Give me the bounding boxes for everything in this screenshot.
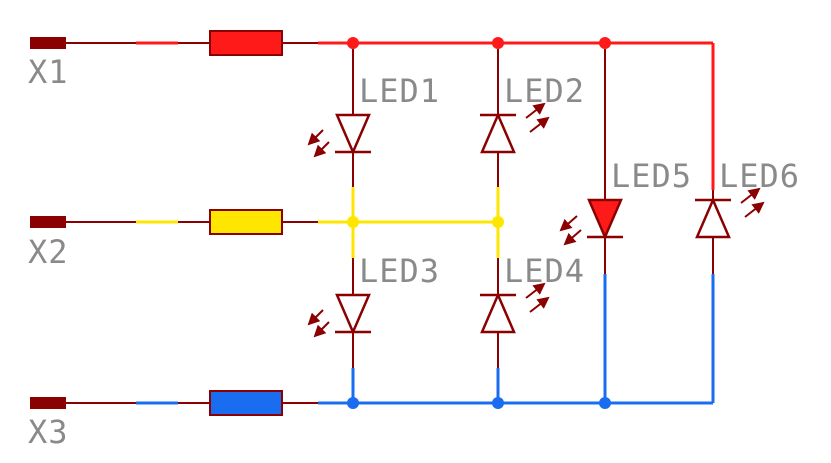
led-label-6: LED6 bbox=[719, 157, 800, 195]
led6[interactable] bbox=[695, 187, 765, 239]
led3-triangle bbox=[335, 293, 371, 336]
terminal-label-x3: X3 bbox=[28, 413, 69, 451]
resistor-x2[interactable] bbox=[209, 209, 283, 235]
junction-dot bbox=[347, 37, 359, 49]
led-label-2: LED2 bbox=[504, 72, 585, 110]
terminal-label-x1: X1 bbox=[28, 53, 69, 91]
led4[interactable] bbox=[480, 282, 550, 334]
junction-dot bbox=[347, 216, 359, 228]
led5-triangle bbox=[587, 198, 623, 241]
junction-dot bbox=[599, 37, 611, 49]
led5[interactable] bbox=[559, 198, 623, 246]
led4-triangle bbox=[480, 291, 516, 334]
junction-dot bbox=[492, 397, 504, 409]
led2[interactable] bbox=[480, 102, 550, 154]
terminal-x2-pad[interactable] bbox=[30, 216, 66, 228]
junction-dot bbox=[599, 397, 611, 409]
terminal-label-x2: X2 bbox=[28, 233, 69, 271]
led3[interactable] bbox=[307, 293, 371, 338]
led-leads bbox=[352, 49, 714, 368]
led1-triangle bbox=[335, 113, 371, 156]
junction-dot bbox=[347, 397, 359, 409]
led-label-1: LED1 bbox=[359, 72, 440, 110]
led-label-4: LED4 bbox=[504, 252, 585, 290]
net-x2 bbox=[30, 187, 504, 258]
led-label-3: LED3 bbox=[359, 252, 440, 290]
junction-dot bbox=[492, 216, 504, 228]
terminal-x3-pad[interactable] bbox=[30, 397, 66, 409]
terminal-x1-pad[interactable] bbox=[30, 37, 66, 49]
net-x1 bbox=[30, 30, 715, 190]
net-x3 bbox=[30, 274, 715, 416]
junction-dot bbox=[492, 37, 504, 49]
led-label-5: LED5 bbox=[611, 157, 692, 195]
led1[interactable] bbox=[307, 113, 371, 158]
led2-triangle bbox=[480, 111, 516, 154]
resistor-x3[interactable] bbox=[209, 390, 283, 416]
resistor-x1[interactable] bbox=[209, 30, 283, 56]
led6-triangle bbox=[695, 196, 731, 239]
